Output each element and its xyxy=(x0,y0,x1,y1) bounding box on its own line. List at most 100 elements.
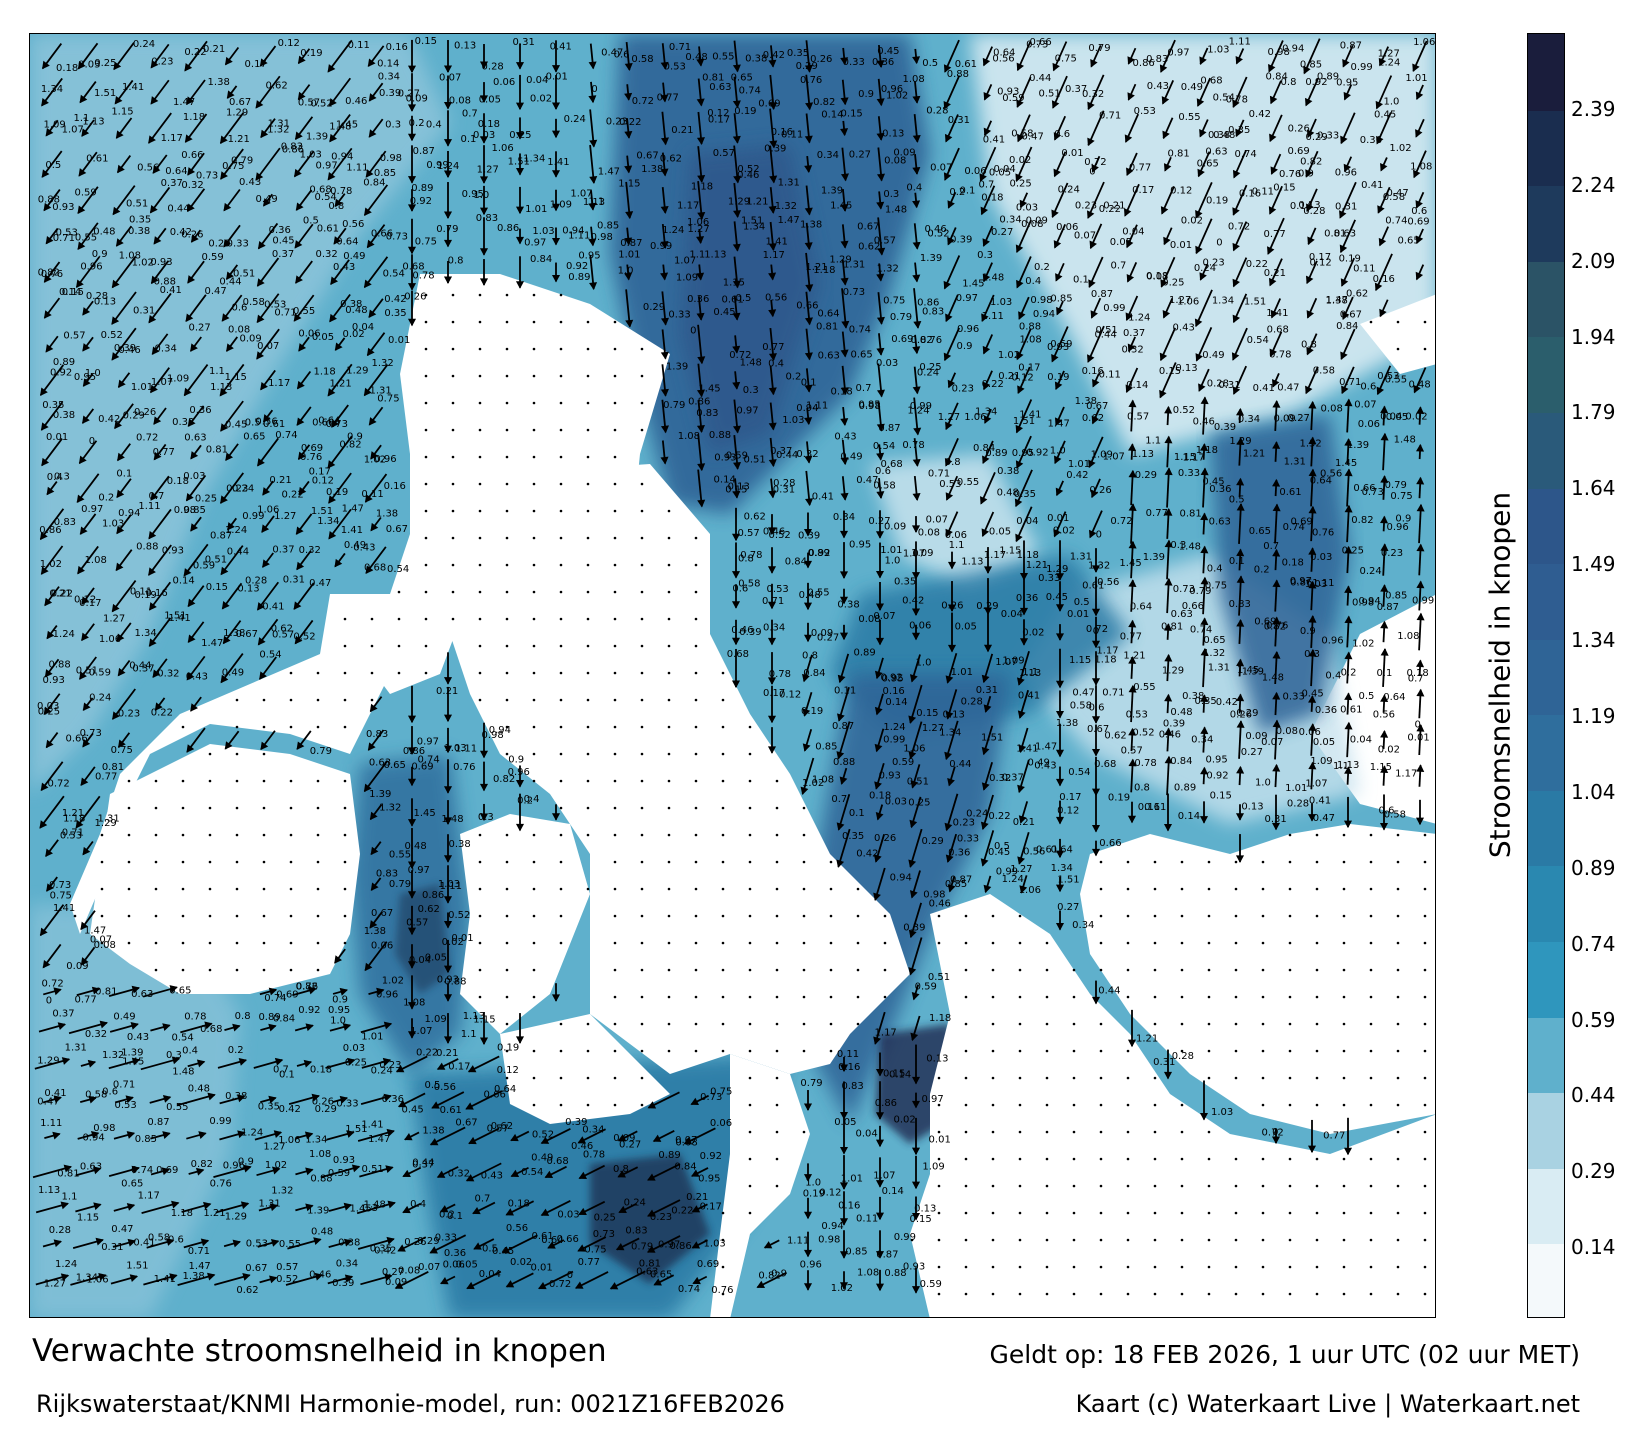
speed-label: 0.18 xyxy=(1282,558,1304,569)
speed-label: 0.92 xyxy=(1305,77,1327,88)
grid-dot xyxy=(1342,968,1346,972)
speed-label: 0.84 xyxy=(1170,756,1192,767)
speed-label: 1.31 xyxy=(843,260,865,271)
grid-dot xyxy=(424,509,428,513)
grid-dot xyxy=(937,941,941,945)
speed-label: 0.36 xyxy=(872,57,894,68)
current-arrow xyxy=(1055,262,1065,282)
grid-dot xyxy=(1045,1157,1049,1161)
speed-label: 0.49 xyxy=(256,194,278,205)
current-arrow xyxy=(1163,156,1172,172)
speed-label: 0.36 xyxy=(382,1094,404,1105)
grid-dot xyxy=(1018,1049,1022,1053)
speed-label: 0.93 xyxy=(333,1155,355,1166)
speed-label: 0.52 xyxy=(532,1130,554,1141)
speed-label: 0.38 xyxy=(449,839,471,850)
speed-label: 0.36 xyxy=(1360,135,1382,146)
speed-label: 0.44 xyxy=(1094,329,1116,340)
grid-dot xyxy=(667,590,671,594)
grid-dot xyxy=(1261,1157,1265,1161)
sea-pale-northeast xyxy=(970,34,1435,454)
speed-label: 0.81 xyxy=(102,762,124,773)
grid-dot xyxy=(1072,968,1076,972)
grid-dot xyxy=(613,509,617,513)
speed-label: 0.6 xyxy=(231,302,247,313)
grid-dot xyxy=(262,968,266,972)
speed-label: 0.53 xyxy=(114,1100,136,1111)
grid-dot xyxy=(667,563,671,567)
speed-label: 0.82 xyxy=(910,335,932,346)
current-arrow xyxy=(660,152,669,177)
grid-dot xyxy=(586,833,590,837)
speed-label: 1.02 xyxy=(886,91,908,102)
speed-label: 0.76 xyxy=(210,1179,232,1190)
current-arrow xyxy=(1306,118,1317,138)
speed-label: 0.06 xyxy=(1056,222,1078,233)
speed-label: 0.36 xyxy=(269,225,291,236)
grid-dot xyxy=(127,860,131,864)
grid-dot xyxy=(1234,860,1238,864)
current-arrow xyxy=(334,193,346,208)
speed-label: 0.39 xyxy=(332,1278,354,1289)
grid-dot xyxy=(505,725,509,729)
speed-label: 0.51 xyxy=(743,455,765,466)
speed-label: 0.09 xyxy=(613,1133,635,1144)
speed-label: 0.98 xyxy=(818,1235,840,1246)
speed-label: 1.02 xyxy=(382,976,404,987)
speed-label: 0.33 xyxy=(435,1232,457,1243)
speed-label: 0.51 xyxy=(362,1164,384,1175)
speed-label: 0.63 xyxy=(818,351,840,362)
speed-label: 0.08 xyxy=(1021,219,1043,230)
speed-label: 0.78 xyxy=(184,1011,206,1022)
grid-dot xyxy=(991,995,995,999)
speed-label: 0.44 xyxy=(1029,73,1051,84)
current-arrow xyxy=(660,82,669,103)
current-arrow xyxy=(1380,620,1389,643)
speed-label: 1.38 xyxy=(1326,295,1348,306)
speed-label: 0.82 xyxy=(191,1159,213,1170)
speed-label: 0.8 xyxy=(1134,782,1150,793)
grid-dot xyxy=(667,698,671,702)
grid-dot xyxy=(991,1157,995,1161)
grid-dot xyxy=(1045,1211,1049,1215)
speed-label: 1.34 xyxy=(939,727,961,738)
speed-label: 0.05 xyxy=(834,1117,856,1128)
speed-label: 0.57 xyxy=(737,528,759,539)
grid-dot xyxy=(532,725,536,729)
speed-label: 0.14 xyxy=(172,576,194,587)
grid-dot xyxy=(667,536,671,540)
grid-dot xyxy=(505,509,509,513)
grid-dot xyxy=(667,941,671,945)
speed-label: 0.68 xyxy=(727,649,749,660)
colorbar-tick-label: 2.09 xyxy=(1571,248,1616,273)
speed-label: 0.25 xyxy=(38,707,60,718)
grid-dot xyxy=(424,401,428,405)
speed-label: 0.33 xyxy=(1317,131,1339,142)
speed-label: 1.17 xyxy=(984,550,1006,561)
speed-label: 0.97 xyxy=(1167,47,1189,58)
speed-label: 0.92 xyxy=(700,1151,722,1162)
grid-dot xyxy=(1072,1265,1076,1269)
speed-label: 1.41 xyxy=(168,613,190,624)
current-arrow xyxy=(45,119,59,137)
current-arrow xyxy=(294,116,314,141)
speed-label: 1.11 xyxy=(440,881,462,892)
current-arrow xyxy=(1268,40,1284,73)
speed-label: 0.48 xyxy=(1408,380,1430,391)
grid-dot xyxy=(964,1184,968,1188)
current-speed-map[interactable]: 0.18 0.03 0.25 0.24 0.23 0.22 0.21 0.17 0.12 0.19… xyxy=(29,33,1436,1318)
speed-label: 0.88 xyxy=(833,757,855,768)
speed-label: 1.17 xyxy=(763,250,785,261)
speed-label: 0.42 xyxy=(1216,697,1238,708)
speed-label: 0.38 xyxy=(53,410,75,421)
current-arrow xyxy=(43,297,61,319)
current-arrow xyxy=(225,336,239,352)
grid-dot xyxy=(1099,1049,1103,1053)
grid-dot xyxy=(1045,1076,1049,1080)
grid-dot xyxy=(937,914,941,918)
speed-label: 1.34 xyxy=(305,1134,327,1145)
speed-label: 0.06 xyxy=(964,166,986,177)
grid-dot xyxy=(640,968,644,972)
speed-label: 1.01 xyxy=(131,382,153,393)
grid-dot xyxy=(181,833,185,837)
